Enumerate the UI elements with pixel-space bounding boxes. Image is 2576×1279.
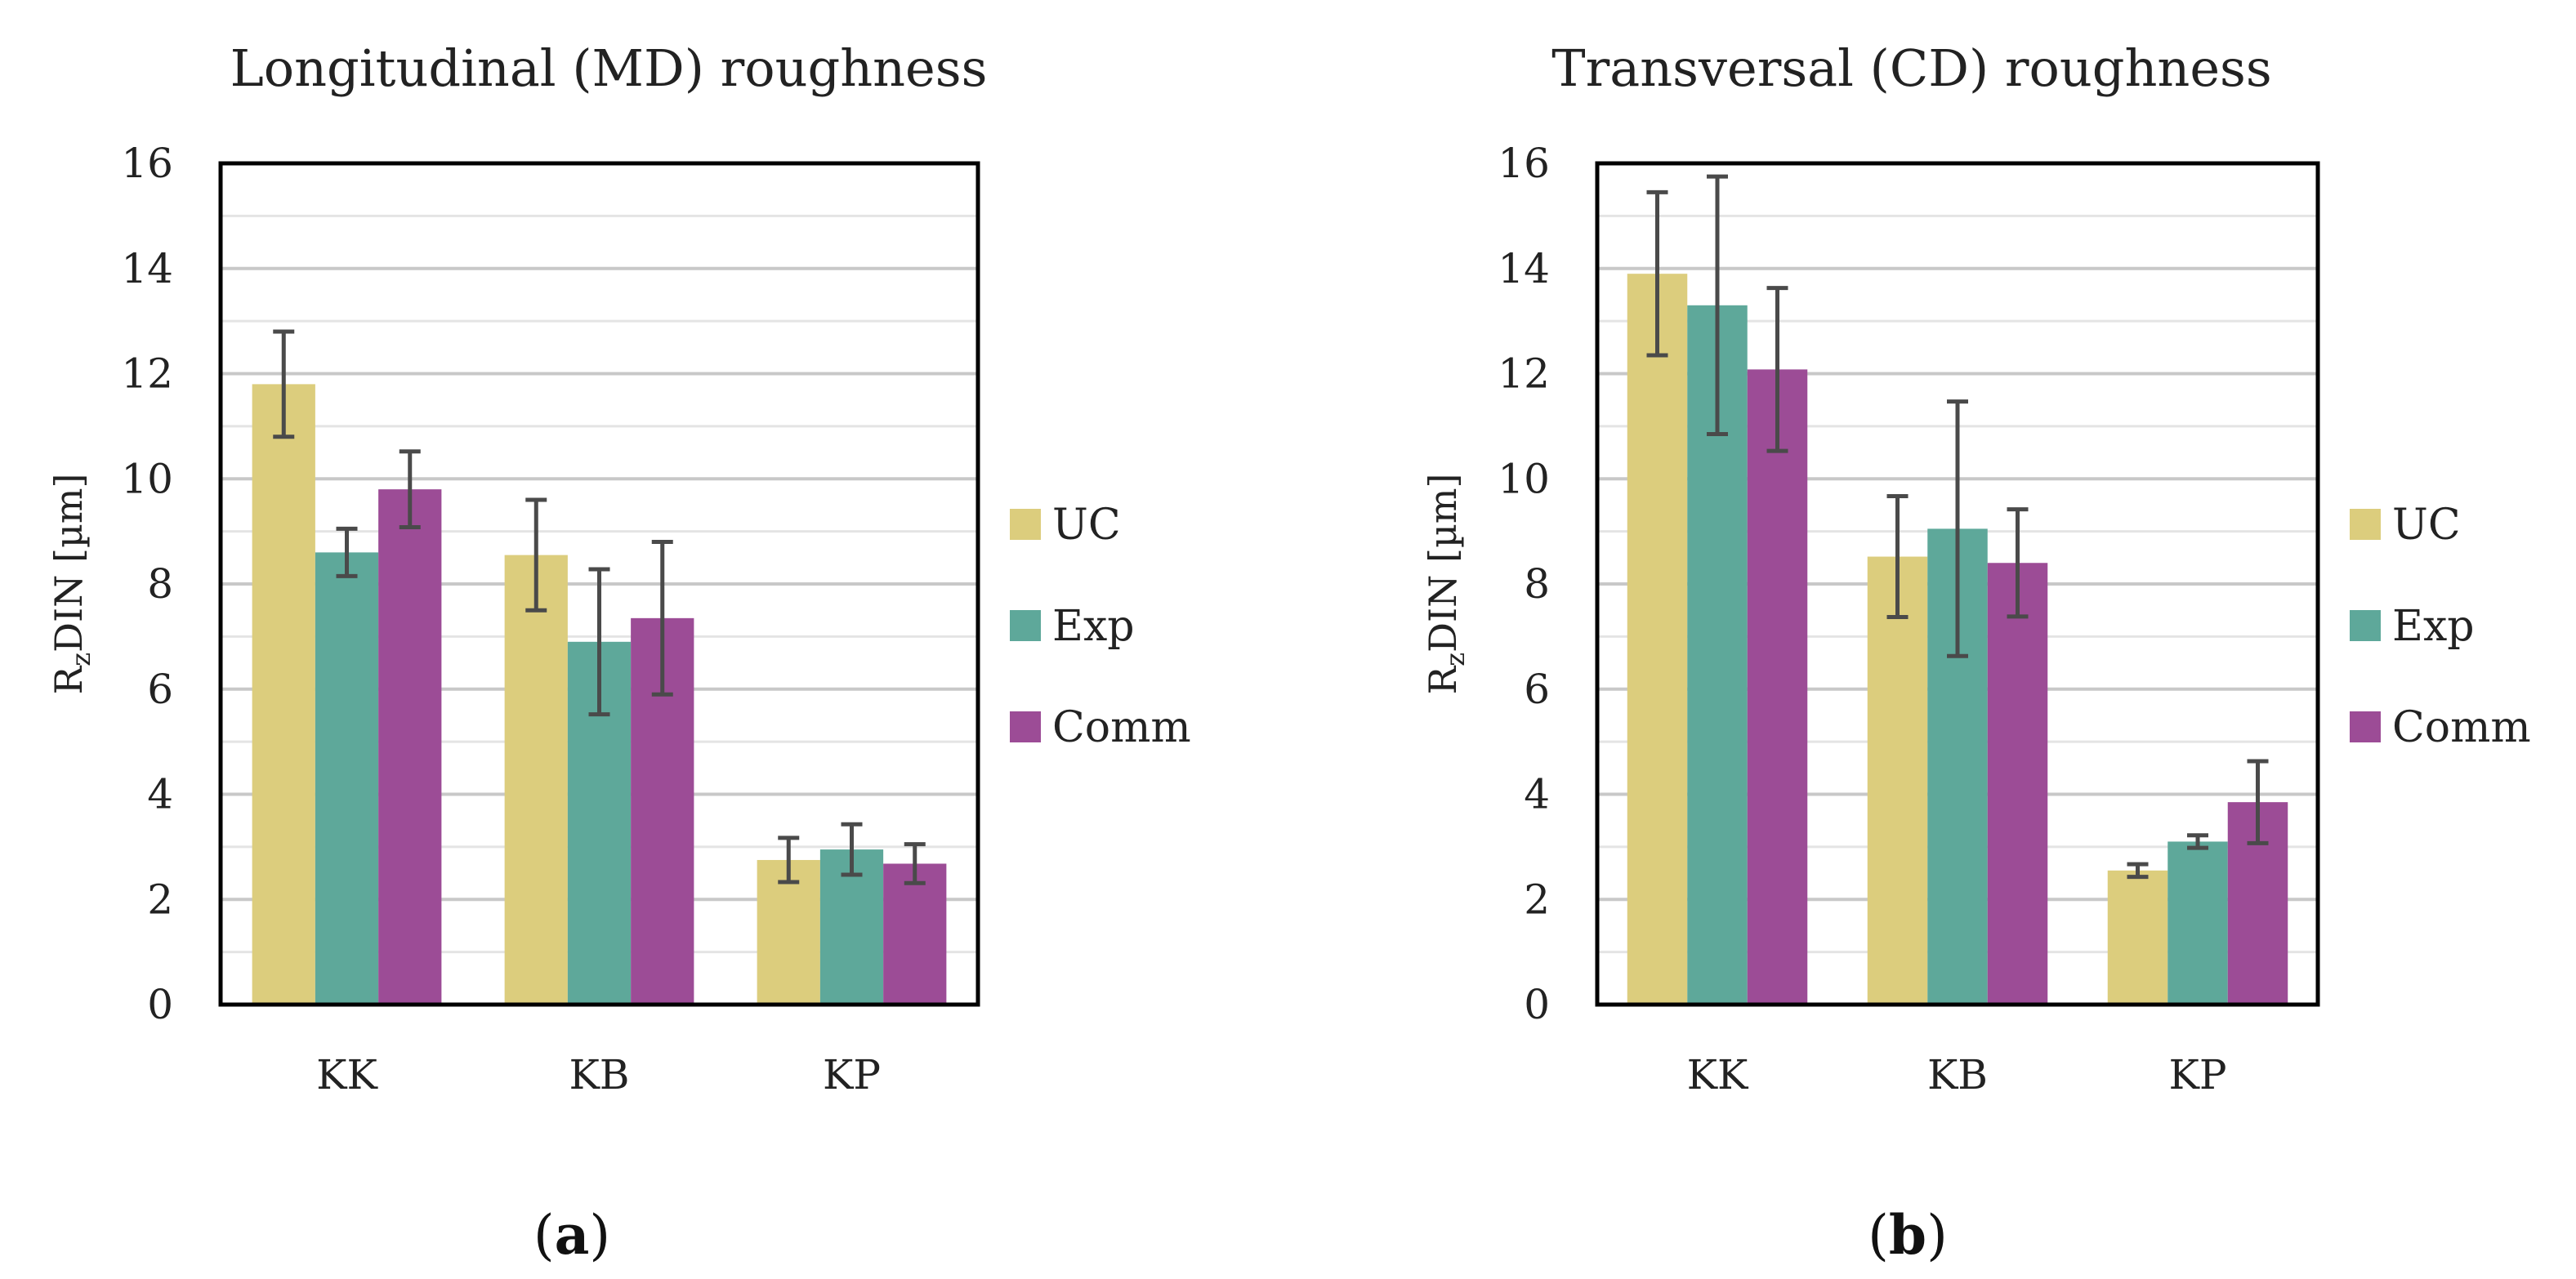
y-axis-title-suffix: DIN [µm] xyxy=(1421,474,1465,653)
legend-swatch-comm xyxy=(1010,711,1041,742)
y-axis-title-prefix: R xyxy=(1421,665,1465,694)
panel-label-letter: a xyxy=(555,1203,590,1267)
legend-swatch-exp xyxy=(1010,610,1041,641)
chart-transversal: 0 2 4 6 8 10 12 14 16 KK KB KP Transversal (CD) roug… xyxy=(1421,38,2531,1267)
bar-comm-kk xyxy=(378,489,442,1005)
x-category-label: KB xyxy=(1927,1051,1988,1099)
x-category-label: KK xyxy=(1687,1051,1749,1099)
y-tick-label: 4 xyxy=(147,771,173,818)
x-category-label: KK xyxy=(316,1051,378,1099)
y-axis-title: RzDIN [µm] xyxy=(1421,474,1471,695)
y-tick-label: 8 xyxy=(1524,560,1550,608)
y-tick-label: 0 xyxy=(1524,981,1550,1028)
panel-label-open: ( xyxy=(1868,1204,1889,1267)
error-bar-exp-kb xyxy=(588,567,610,717)
panel-label-close: ) xyxy=(589,1204,610,1267)
legend-label-uc: UC xyxy=(2392,501,2461,550)
y-axis-title-prefix: R xyxy=(47,665,91,694)
y-axis-title-suffix: DIN [µm] xyxy=(47,474,91,653)
error-bar-uc-kp xyxy=(778,836,800,885)
y-tick-label: 10 xyxy=(121,455,173,502)
error-bar-comm-kk xyxy=(1766,286,1788,453)
legend-swatch-comm xyxy=(2350,711,2381,742)
error-bar-exp-kp xyxy=(2187,833,2208,850)
panel-label: (b) xyxy=(1868,1203,1948,1267)
error-bar-exp-kb xyxy=(1947,399,1968,658)
bar-uc-kk xyxy=(1627,274,1688,1005)
plot-frame xyxy=(218,161,980,1007)
bar-comm-kb xyxy=(1987,563,2048,1005)
y-tick-label: 14 xyxy=(1498,245,1550,292)
error-bar-comm-kk xyxy=(399,449,421,529)
x-category-label: KP xyxy=(823,1051,881,1099)
y-tick-label: 16 xyxy=(1498,140,1550,187)
chart-title: Longitudinal (MD) roughness xyxy=(230,38,988,98)
legend-swatch-exp xyxy=(2350,610,2381,641)
y-tick-label: 6 xyxy=(1524,666,1550,713)
legend-label-uc: UC xyxy=(1052,501,1121,550)
y-axis-title-subscript: z xyxy=(1440,653,1471,666)
error-bar-exp-kk xyxy=(336,526,358,578)
error-bar-uc-kk xyxy=(273,329,295,439)
error-bar-exp-kk xyxy=(1707,174,1728,437)
chart-title: Transversal (CD) roughness xyxy=(1551,38,2271,98)
error-bar-comm-kb xyxy=(2007,507,2029,619)
y-tick-label: 12 xyxy=(121,350,173,398)
y-axis-title: RzDIN [µm] xyxy=(47,474,96,695)
legend-swatch-uc xyxy=(1010,509,1041,540)
error-bar-uc-kb xyxy=(1886,493,1909,620)
error-bar-uc-kp xyxy=(2127,862,2149,880)
y-tick-label: 6 xyxy=(147,666,173,713)
bar-exp-kp xyxy=(2168,841,2228,1005)
y-tick-label: 4 xyxy=(1524,771,1550,818)
legend-label-comm: Comm xyxy=(2392,703,2531,752)
y-axis-title-subscript: z xyxy=(65,653,96,666)
panel-label-open: ( xyxy=(534,1204,555,1267)
y-tick-label: 14 xyxy=(121,245,173,292)
error-bar-comm-kp xyxy=(904,842,926,885)
legend-label-comm: Comm xyxy=(1052,703,1191,752)
plot-frame xyxy=(1595,161,2320,1007)
panel-label-close: ) xyxy=(1926,1204,1948,1267)
x-category-label: KP xyxy=(2169,1051,2227,1099)
error-bar-comm-kb xyxy=(651,540,673,697)
bar-uc-kk xyxy=(252,384,315,1005)
bar-uc-kb xyxy=(1867,556,1928,1005)
y-tick-label: 2 xyxy=(1524,876,1550,923)
legend: UC Exp Comm xyxy=(2350,501,2531,752)
y-tick-label: 10 xyxy=(1498,455,1550,502)
legend: UC Exp Comm xyxy=(1010,501,1191,752)
bar-uc-kp xyxy=(2107,870,2168,1005)
error-bar-comm-kp xyxy=(2247,759,2269,845)
y-tick-label: 16 xyxy=(121,140,173,187)
legend-label-exp: Exp xyxy=(2392,602,2475,651)
y-tick-label: 2 xyxy=(147,876,173,923)
y-tick-label: 8 xyxy=(147,560,173,608)
panel-label-letter: b xyxy=(1889,1203,1926,1267)
error-bar-exp-kp xyxy=(841,822,863,877)
bar-exp-kk xyxy=(315,552,379,1005)
bar-uc-kb xyxy=(504,555,568,1005)
chart-longitudinal: 0 2 4 6 8 10 12 14 16 KK KB KP Longitudinal (MD) rou… xyxy=(47,38,1191,1267)
bar-comm-kp xyxy=(883,863,947,1005)
error-bar-uc-kb xyxy=(525,497,547,613)
legend-swatch-uc xyxy=(2350,509,2381,540)
x-category-label: KB xyxy=(569,1051,629,1099)
bar-comm-kk xyxy=(1747,369,1808,1005)
y-tick-label: 0 xyxy=(147,981,173,1028)
legend-label-exp: Exp xyxy=(1052,602,1135,651)
error-bar-uc-kk xyxy=(1646,189,1668,358)
panel-label: (a) xyxy=(534,1203,610,1267)
y-tick-label: 12 xyxy=(1498,350,1550,398)
